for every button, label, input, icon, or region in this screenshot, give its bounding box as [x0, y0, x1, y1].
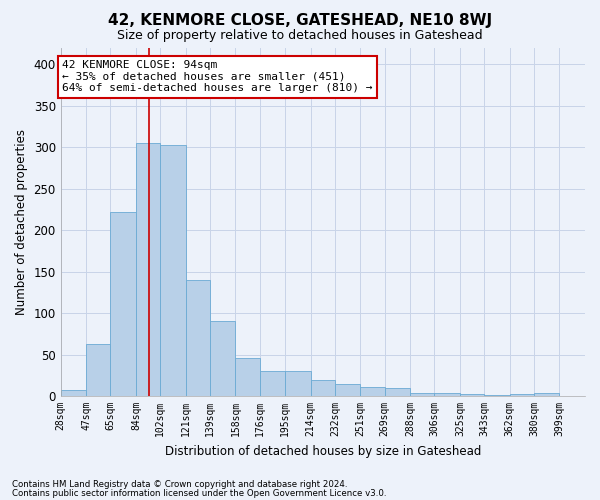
Bar: [61, 390, 86, 396]
Text: 42 KENMORE CLOSE: 94sqm
← 35% of detached houses are smaller (451)
64% of semi-d: 42 KENMORE CLOSE: 94sqm ← 35% of detache…: [62, 60, 373, 93]
Text: Contains public sector information licensed under the Open Government Licence v3: Contains public sector information licen…: [12, 488, 386, 498]
Bar: [385, 388, 410, 396]
Bar: [186, 280, 210, 396]
Bar: [160, 146, 186, 396]
Bar: [434, 392, 460, 396]
Bar: [86, 344, 110, 396]
Bar: [285, 371, 311, 396]
Bar: [484, 395, 510, 396]
Bar: [210, 322, 235, 396]
Bar: [534, 392, 559, 396]
Text: 42, KENMORE CLOSE, GATESHEAD, NE10 8WJ: 42, KENMORE CLOSE, GATESHEAD, NE10 8WJ: [108, 12, 492, 28]
Bar: [110, 212, 136, 396]
Bar: [260, 371, 285, 396]
Bar: [235, 358, 260, 396]
Bar: [510, 394, 534, 396]
Bar: [410, 392, 434, 396]
Text: Contains HM Land Registry data © Crown copyright and database right 2024.: Contains HM Land Registry data © Crown c…: [12, 480, 347, 489]
Bar: [335, 384, 361, 396]
Bar: [361, 387, 385, 396]
Text: Size of property relative to detached houses in Gateshead: Size of property relative to detached ho…: [117, 29, 483, 42]
Bar: [136, 143, 160, 396]
Y-axis label: Number of detached properties: Number of detached properties: [15, 129, 28, 315]
Bar: [460, 394, 484, 396]
X-axis label: Distribution of detached houses by size in Gateshead: Distribution of detached houses by size …: [164, 444, 481, 458]
Bar: [311, 380, 335, 396]
